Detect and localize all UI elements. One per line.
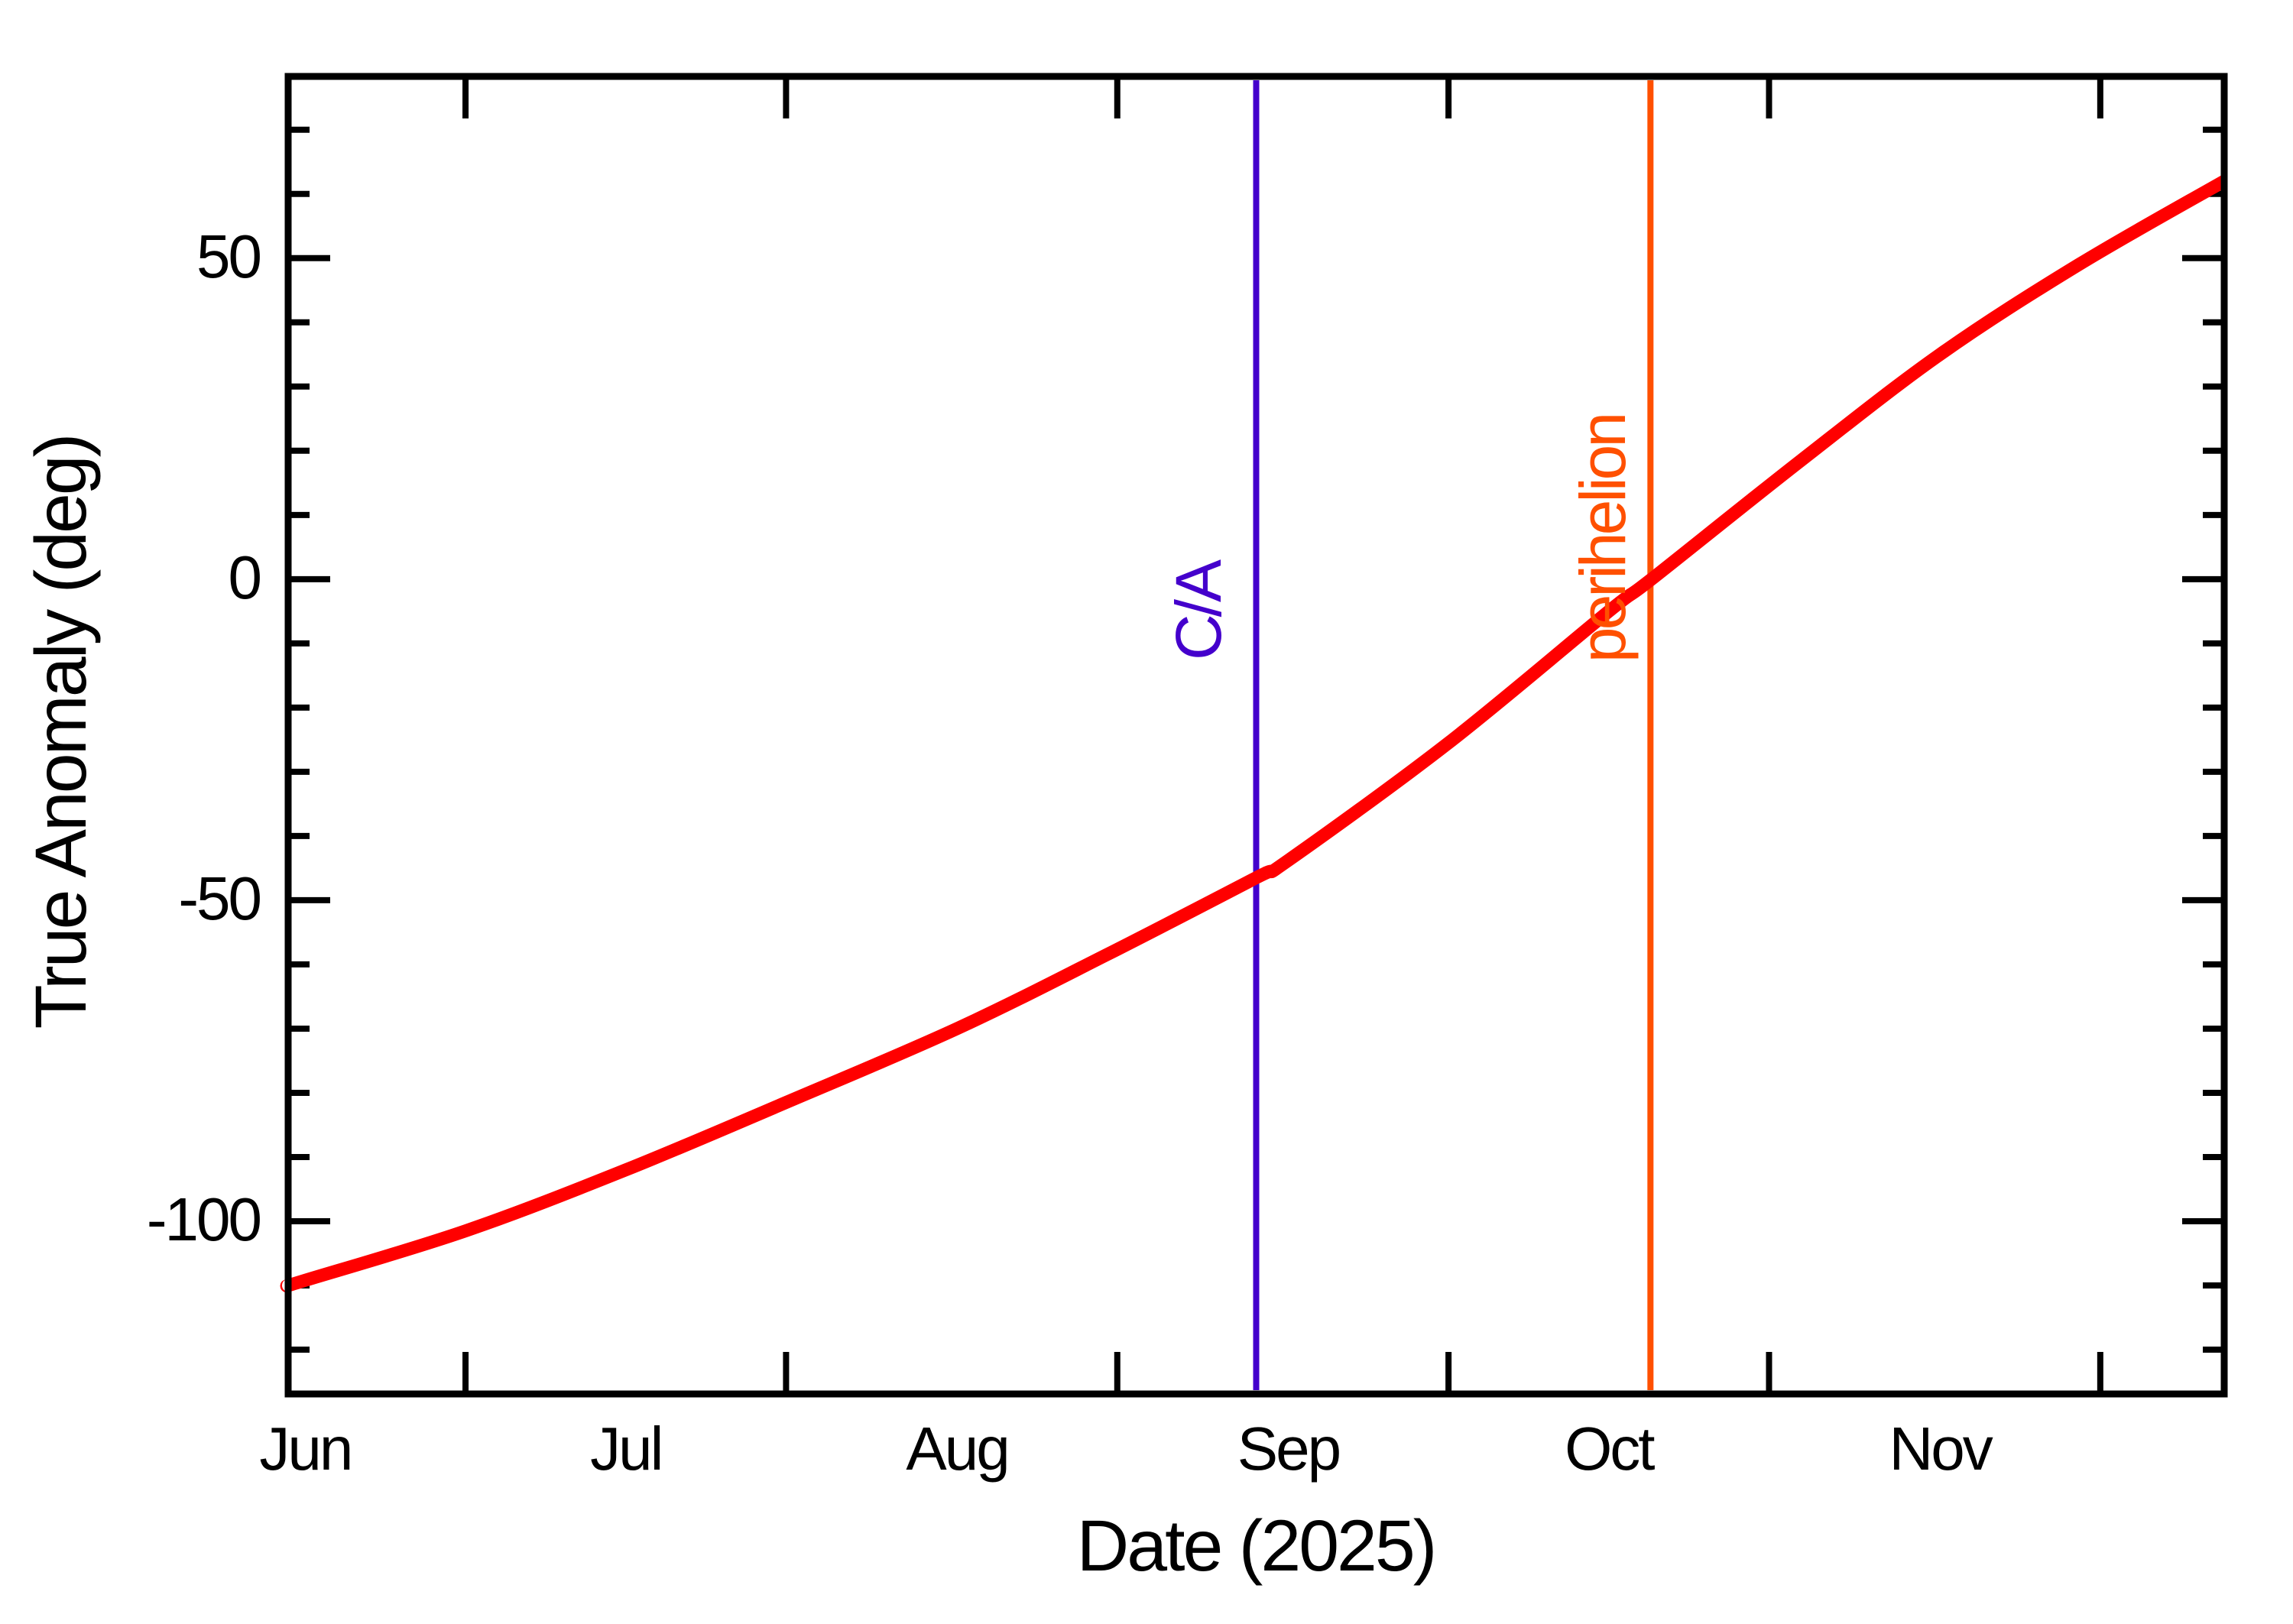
- x-tick-label: Jul: [590, 1415, 663, 1483]
- x-tick-label: Jun: [259, 1415, 353, 1483]
- y-tick-label: -50: [178, 864, 262, 932]
- y-tick-label: -100: [146, 1185, 262, 1253]
- y-axis-title: True Anomaly (deg): [21, 435, 102, 1029]
- y-tick-label: 50: [196, 222, 262, 290]
- x-axis-title: Date (2025): [1076, 1506, 1438, 1587]
- plot-frame: [284, 73, 2228, 1398]
- x-tick-label: Oct: [1565, 1415, 1655, 1483]
- annotation-ca-label: C/A: [1163, 562, 1234, 661]
- y-tick-label: 0: [228, 543, 263, 611]
- x-tick-label: Sep: [1237, 1415, 1341, 1483]
- true-anomaly-curve: [280, 175, 2228, 1293]
- annotation-perihelion-label: perihelion: [1567, 414, 1639, 663]
- x-tick-label: Nov: [1889, 1415, 1993, 1483]
- x-tick-label: Aug: [906, 1415, 1010, 1483]
